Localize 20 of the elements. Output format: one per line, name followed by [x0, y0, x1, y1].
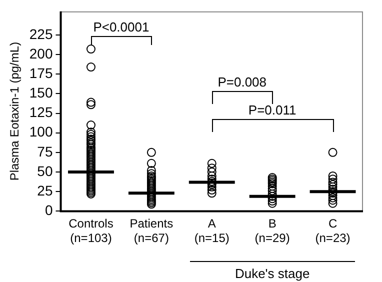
y-tick-label: 225 — [29, 26, 53, 42]
y-tick-label: 25 — [37, 182, 53, 198]
y-tick-label: 200 — [29, 45, 53, 62]
y-tick-label: 150 — [29, 84, 53, 101]
y-tick-label: 0 — [44, 202, 53, 218]
y-axis-title: Plasma Eotaxin-1 (pg/mL) — [8, 42, 22, 181]
y-tick-label: 100 — [29, 124, 53, 140]
annotation: P=0.008 — [218, 74, 266, 90]
x-tick-label: C (n=23) — [315, 216, 350, 246]
x-tick-label: Controls (n=103) — [68, 216, 114, 246]
y-tick-label: 75 — [37, 143, 53, 160]
text: Duke's stage — [234, 266, 310, 281]
y-tick-label: 175 — [29, 64, 53, 81]
y-tick-label: 50 — [37, 162, 53, 179]
x-tick-label: B (n=29) — [254, 216, 290, 246]
x-tick-label: Patients (n=67) — [130, 216, 174, 246]
x-tick-label: A (n=15) — [194, 216, 230, 246]
annotation: P<0.0001 — [93, 19, 150, 34]
y-tick-label: 125 — [29, 104, 53, 120]
annotation: P=0.011 — [248, 102, 296, 118]
